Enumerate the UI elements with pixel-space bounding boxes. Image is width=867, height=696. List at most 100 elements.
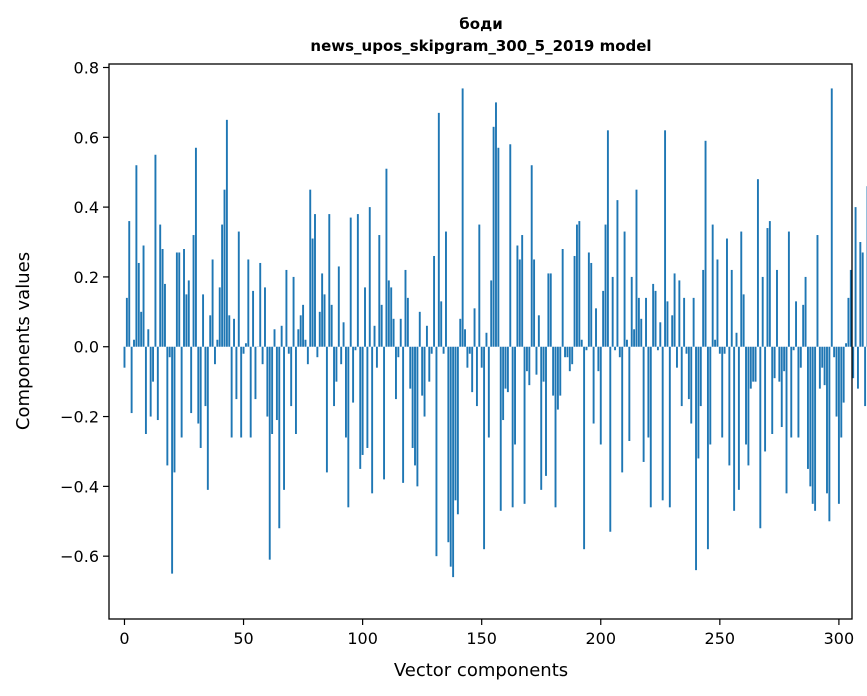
bar-149 bbox=[478, 224, 481, 347]
bar-96 bbox=[352, 346, 355, 403]
bar-210 bbox=[623, 231, 626, 347]
bar-233 bbox=[678, 280, 681, 347]
bar-132 bbox=[437, 112, 440, 347]
bar-17 bbox=[164, 283, 166, 347]
bar-103 bbox=[368, 207, 371, 347]
bar-27 bbox=[187, 280, 190, 347]
bar-19 bbox=[168, 346, 171, 358]
bar-179 bbox=[549, 273, 552, 347]
bar-271 bbox=[768, 221, 771, 347]
y-tick-label: −0.4 bbox=[60, 477, 99, 496]
bar-8 bbox=[142, 245, 145, 347]
bar-105 bbox=[373, 325, 376, 347]
bar-66 bbox=[280, 325, 283, 347]
bar-125 bbox=[421, 346, 424, 396]
bar-290 bbox=[814, 346, 817, 511]
bar-263 bbox=[749, 346, 752, 389]
bar-25 bbox=[183, 249, 185, 347]
bar-30 bbox=[194, 147, 197, 347]
bar-166 bbox=[518, 259, 521, 347]
bar-162 bbox=[509, 144, 512, 347]
bar-296 bbox=[828, 346, 831, 522]
bar-252 bbox=[723, 346, 726, 354]
bar-118 bbox=[404, 269, 407, 347]
bar-155 bbox=[492, 126, 495, 347]
bar-38 bbox=[214, 346, 216, 365]
bar-113 bbox=[392, 318, 395, 347]
bar-223 bbox=[654, 290, 657, 347]
bar-182 bbox=[556, 346, 559, 410]
bar-254 bbox=[728, 346, 731, 466]
bar-164 bbox=[514, 346, 516, 445]
bar-75 bbox=[302, 304, 305, 347]
bar-157 bbox=[497, 147, 500, 347]
bar-156 bbox=[495, 102, 497, 347]
bar-135 bbox=[445, 231, 447, 347]
bar-236 bbox=[685, 346, 688, 354]
bar-265 bbox=[754, 346, 757, 382]
bar-69 bbox=[287, 346, 290, 354]
bar-32 bbox=[199, 346, 202, 448]
bar-81 bbox=[316, 346, 319, 358]
plot-frame bbox=[108, 63, 853, 620]
bar-131 bbox=[435, 346, 438, 557]
bar-196 bbox=[590, 262, 593, 347]
bar-46 bbox=[233, 318, 235, 347]
bar-62 bbox=[271, 346, 274, 434]
bar-293 bbox=[821, 346, 824, 368]
bar-186 bbox=[566, 346, 569, 358]
bar-150 bbox=[480, 346, 483, 368]
bar-214 bbox=[633, 329, 636, 347]
bar-72 bbox=[294, 346, 297, 434]
bar-15 bbox=[159, 224, 162, 347]
bar-198 bbox=[595, 308, 597, 347]
x-tick-label: 50 bbox=[233, 629, 253, 648]
bar-115 bbox=[397, 346, 400, 358]
bar-112 bbox=[390, 287, 393, 347]
bar-241 bbox=[697, 346, 700, 459]
bar-92 bbox=[342, 322, 345, 347]
bar-127 bbox=[425, 325, 428, 347]
bar-141 bbox=[459, 318, 462, 347]
bar-161 bbox=[506, 346, 509, 393]
bar-205 bbox=[611, 276, 614, 347]
bar-183 bbox=[559, 346, 562, 396]
bar-57 bbox=[259, 262, 262, 347]
bar-305 bbox=[849, 269, 852, 347]
bar-248 bbox=[714, 339, 717, 347]
bar-121 bbox=[411, 346, 414, 448]
bar-111 bbox=[387, 280, 390, 347]
bar-255 bbox=[730, 269, 733, 347]
bar-94 bbox=[347, 346, 350, 508]
bar-100 bbox=[361, 346, 364, 455]
bar-165 bbox=[516, 245, 519, 347]
bar-172 bbox=[533, 259, 536, 347]
bar-0 bbox=[123, 346, 126, 368]
bar-230 bbox=[671, 315, 674, 347]
bar-74 bbox=[299, 315, 302, 347]
bar-109 bbox=[383, 346, 386, 480]
bar-207 bbox=[616, 200, 619, 347]
bar-282 bbox=[795, 301, 797, 347]
bar-203 bbox=[606, 130, 609, 347]
bar-49 bbox=[240, 346, 243, 438]
bar-237 bbox=[687, 346, 690, 400]
bar-299 bbox=[835, 346, 838, 417]
bar-83 bbox=[321, 273, 324, 347]
bar-234 bbox=[680, 346, 683, 407]
bar-45 bbox=[230, 346, 233, 438]
bar-148 bbox=[475, 346, 478, 407]
bar-51 bbox=[244, 343, 247, 347]
bar-163 bbox=[511, 346, 514, 508]
bar-301 bbox=[840, 346, 843, 438]
bar-2 bbox=[128, 221, 131, 347]
bar-93 bbox=[345, 346, 347, 438]
bar-106 bbox=[375, 346, 378, 368]
bar-70 bbox=[290, 346, 293, 407]
bar-64 bbox=[275, 346, 278, 421]
bar-53 bbox=[249, 346, 252, 438]
bar-50 bbox=[242, 346, 245, 354]
bar-78 bbox=[309, 189, 312, 347]
bar-242 bbox=[699, 346, 702, 407]
y-tick-label: 0.6 bbox=[74, 128, 99, 147]
